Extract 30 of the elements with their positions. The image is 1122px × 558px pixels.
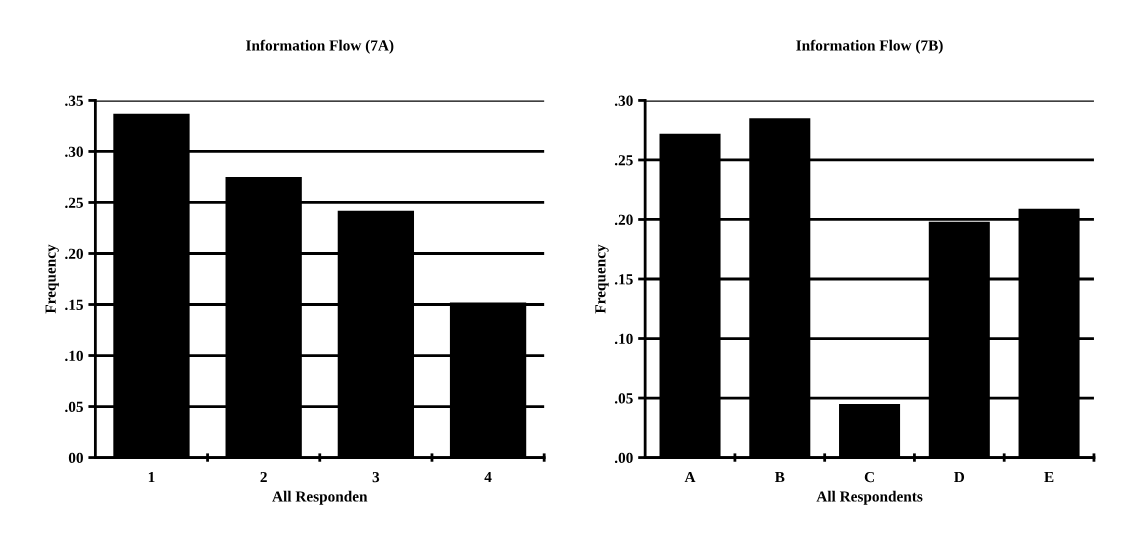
- x-axis-title: All Respondents: [816, 490, 923, 505]
- x-tick-label: D: [954, 472, 965, 483]
- y-tick-label: .15: [65, 299, 84, 311]
- y-axis-title: Frequency: [45, 244, 59, 314]
- y-tick-label: .10: [65, 350, 83, 362]
- x-tick-label: 2: [260, 471, 267, 483]
- x-tick-label: 3: [372, 471, 380, 483]
- x-tick-label: E: [1044, 472, 1054, 483]
- x-axis-title: All Responden: [272, 490, 368, 505]
- x-tick-label: A: [684, 471, 696, 483]
- x-tick-label: 4: [484, 471, 492, 483]
- x-tick-label: B: [774, 472, 785, 483]
- y-axis-title: Frequency: [595, 244, 609, 314]
- chart-title: Information Flow (7A): [246, 39, 394, 54]
- y-tick-label: .30: [65, 146, 83, 157]
- y-tick-label: .15: [614, 274, 633, 285]
- y-tick-label: .35: [65, 95, 84, 106]
- y-tick-label: .25: [614, 155, 633, 166]
- x-tick-label: 1: [148, 471, 155, 483]
- y-tick-label: 00: [68, 452, 83, 464]
- y-tick-label: .05: [65, 401, 84, 413]
- y-tick-label: .25: [65, 197, 84, 208]
- y-tick-label: .00: [614, 452, 633, 464]
- y-tick-label: .20: [614, 214, 633, 225]
- y-tick-label: .10: [614, 333, 633, 345]
- y-tick-label: .30: [614, 95, 633, 106]
- y-tick-label: .20: [65, 248, 83, 260]
- y-tick-label: .05: [614, 393, 633, 404]
- x-tick-label: C: [864, 471, 874, 483]
- chart-title: Information Flow (7B): [796, 39, 943, 54]
